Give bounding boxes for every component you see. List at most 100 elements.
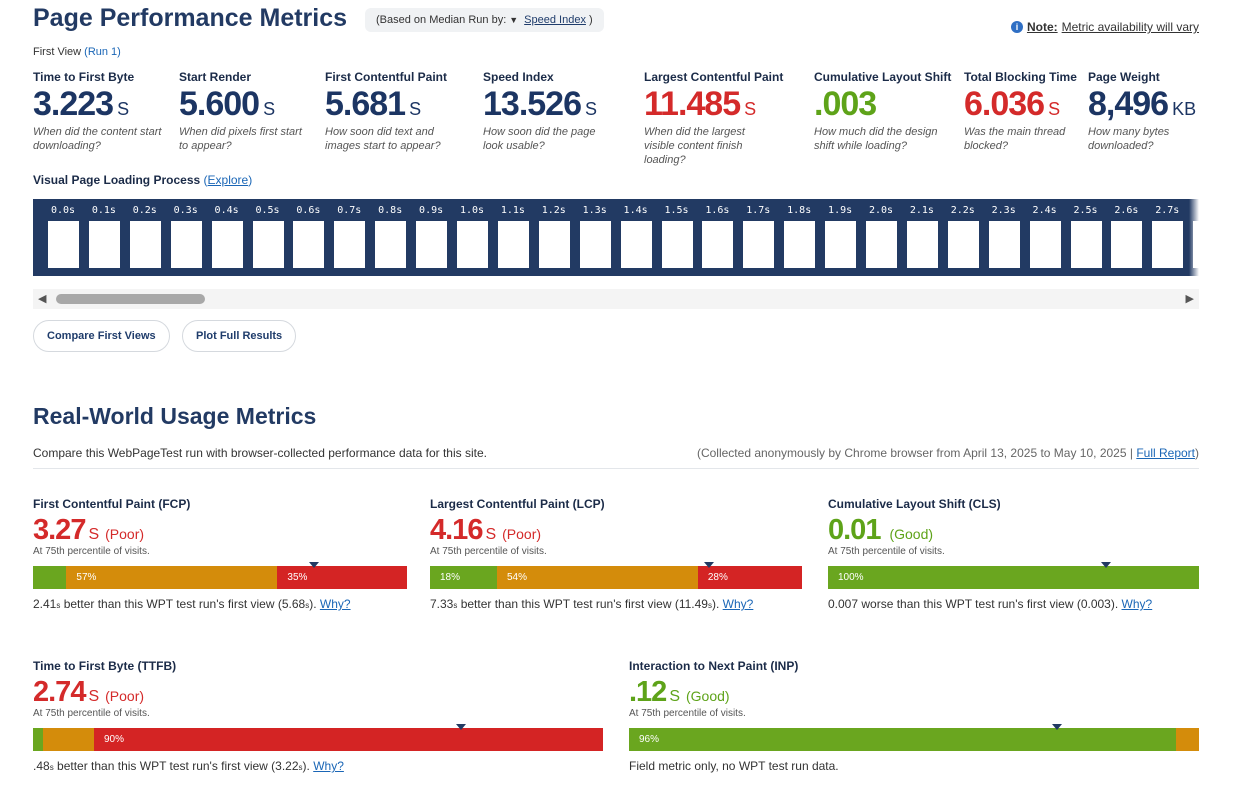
distribution-segment: 28% (697, 566, 802, 589)
rw-metric-value: .12 S (Good) (629, 677, 1199, 707)
frame-timestamp: 1.1s (500, 205, 525, 216)
frame-timestamp: 2.0s (868, 205, 894, 216)
filmstrip-fade (1189, 199, 1199, 276)
why-link[interactable]: Why? (722, 597, 754, 611)
rw-metric-unit: S (88, 526, 100, 543)
plot-full-results-button[interactable]: Plot Full Results (182, 320, 297, 352)
based-on-close: ) (588, 14, 593, 26)
metric-label: Start Render (179, 70, 252, 84)
frame-timestamp: 1.6s (705, 205, 730, 216)
distribution-segment: 57% (66, 566, 278, 589)
explore-link[interactable]: Explore (207, 173, 249, 187)
frame-thumbnail[interactable] (88, 221, 120, 268)
rw-metric-rating: (Poor) (105, 526, 145, 542)
metric-number: 11.485 (644, 85, 741, 123)
metric-value: 13.526 S (483, 85, 613, 123)
metric-unit: S (1048, 99, 1061, 119)
filmstrip-title: Visual Page Loading Process (Explore) (33, 173, 252, 187)
frame-thumbnail[interactable] (170, 221, 202, 268)
metric-card: Largest Contentful Paint 11.485 S When did … (644, 70, 783, 167)
filmstrip-title-text: Visual Page Loading Process (33, 173, 201, 187)
frame-timestamp: 0.3s (173, 205, 198, 216)
frame-thumbnail[interactable] (457, 221, 488, 268)
frame-thumbnail[interactable] (48, 221, 79, 268)
frame-timestamp: 2.1s (909, 205, 934, 216)
frame-thumbnail[interactable] (129, 221, 161, 268)
frame-thumbnail[interactable] (620, 221, 652, 268)
metric-number: 8,496 (1088, 85, 1169, 123)
scroll-thumb[interactable] (56, 294, 205, 304)
metric-label: Speed Index (483, 70, 554, 84)
frame-thumbnail[interactable] (1111, 221, 1143, 268)
distribution-segment: 18% (430, 566, 497, 589)
why-link[interactable]: Why? (1121, 597, 1153, 611)
filmstrip-scrollbar[interactable]: ◀ ▶ (33, 289, 1199, 309)
frame-thumbnail[interactable] (702, 221, 734, 268)
speed-index-link[interactable]: Speed Index (524, 14, 586, 26)
frame-thumbnail[interactable] (743, 221, 775, 268)
metric-unit: S (744, 99, 757, 119)
frame-thumbnail[interactable] (375, 221, 407, 268)
metric-unit: KB (1172, 99, 1197, 119)
frame-thumbnail[interactable] (538, 221, 570, 268)
scroll-left-icon[interactable]: ◀ (38, 293, 47, 305)
frame-thumbnail[interactable] (825, 221, 857, 268)
frame-thumbnail[interactable] (293, 221, 325, 268)
metric-card: Cumulative Layout Shift .003 How much did … (814, 70, 951, 153)
frame-timestamp: 1.9s (828, 205, 853, 216)
dropdown-arrow-icon[interactable]: ▼ (509, 15, 519, 25)
distribution-segment (1176, 728, 1199, 751)
frame-thumbnail[interactable] (1070, 221, 1102, 268)
why-link[interactable]: Why? (319, 597, 351, 611)
median-run-selector[interactable]: (Based on Median Run by: ▼ Speed Index ) (365, 8, 604, 32)
frame-thumbnail[interactable] (211, 221, 243, 268)
rw-metric-label: Interaction to Next Paint (INP) (629, 659, 799, 673)
rw-metric-value: 3.27 S (Poor) (33, 515, 407, 545)
rw-metric-unit: S (485, 526, 497, 543)
full-report-link[interactable]: Full Report (1136, 446, 1195, 460)
frame-thumbnail[interactable] (334, 221, 366, 268)
frame-timestamp: 2.4s (1032, 205, 1057, 216)
rw-metric-label: Time to First Byte (TTFB) (33, 659, 177, 673)
frame-thumbnail[interactable] (906, 221, 938, 268)
distribution-bar: 96% (629, 724, 1199, 751)
frame-thumbnail[interactable] (416, 221, 448, 268)
rw-metric-value: 4.16 S (Poor) (430, 515, 802, 545)
frame-thumbnail[interactable] (497, 221, 529, 268)
frame-timestamp: 1.4s (623, 205, 648, 216)
distribution-segment: 54% (496, 566, 698, 589)
filmstrip[interactable]: 0.0s 0.1s 0.2s 0.3s 0.4s 0.5s 0.6s 0.7s 0.8s 0.9s… (33, 199, 1199, 276)
note-text: Metric availability will vary (1061, 20, 1199, 34)
distribution-marker-icon (1051, 724, 1062, 730)
distribution-segment: 100% (828, 566, 1199, 589)
compare-first-views-button[interactable]: Compare First Views (33, 320, 170, 352)
distribution-segment: 90% (93, 728, 603, 751)
percentile-label: At 75th percentile of visits. (629, 708, 746, 719)
based-on-label: (Based on Median Run by: (376, 14, 507, 26)
frame-thumbnail[interactable] (988, 221, 1020, 268)
frame-thumbnail[interactable] (1029, 221, 1061, 268)
collected-text: (Collected anonymously by Chrome browser… (696, 446, 1199, 460)
metric-card: First Contentful Paint 5.681 S How soon did… (325, 70, 455, 153)
frame-thumbnail[interactable] (947, 221, 979, 268)
rw-metric-number: 4.16 (430, 514, 483, 546)
comparison-text: Field metric only, no WPT test run data. (629, 759, 839, 773)
metric-description: How soon did the page look usable? (483, 126, 596, 152)
metric-value: 8,496 KB (1088, 85, 1218, 123)
frame-thumbnail[interactable] (1152, 221, 1184, 268)
frame-thumbnail[interactable] (866, 221, 897, 268)
rw-metric-rating: (Good) (889, 526, 934, 542)
scroll-right-icon[interactable]: ▶ (1185, 293, 1194, 305)
frame-thumbnail[interactable] (252, 221, 284, 268)
run-link[interactable]: (Run 1) (84, 46, 121, 58)
metric-card: Speed Index 13.526 S How soon did the page … (483, 70, 613, 153)
why-link[interactable]: Why? (313, 759, 344, 773)
frame-timestamp: 2.3s (991, 205, 1016, 216)
metric-unit: S (117, 99, 130, 119)
frame-thumbnail[interactable] (784, 221, 816, 268)
frame-thumbnail[interactable] (579, 221, 611, 268)
frame-thumbnail[interactable] (661, 221, 693, 268)
rw-metric-value: 0.01 (Good) (828, 515, 1199, 545)
frame-timestamp: 1.2s (541, 205, 566, 216)
distribution-bar: 18% 54% 28% (430, 562, 802, 589)
